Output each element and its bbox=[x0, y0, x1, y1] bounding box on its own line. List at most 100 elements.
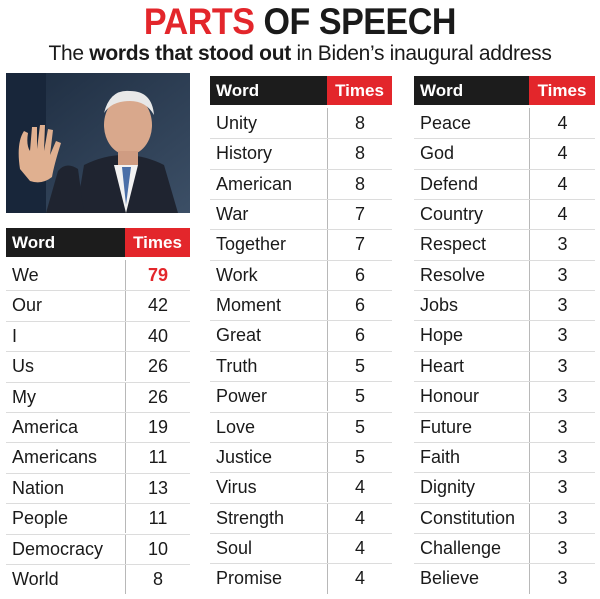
row-divider bbox=[210, 290, 392, 292]
table-row: Honour 3 bbox=[414, 381, 595, 412]
row-divider bbox=[210, 229, 392, 231]
times-cell: 5 bbox=[327, 381, 392, 412]
word-cell: Our bbox=[12, 295, 43, 316]
table-row: Together 7 bbox=[210, 229, 392, 260]
word-cell: America bbox=[12, 417, 79, 437]
word-cell: Democracy bbox=[12, 538, 104, 559]
table-row: America 19 bbox=[6, 412, 190, 443]
row-divider bbox=[414, 532, 595, 534]
times-cell: 7 bbox=[327, 199, 392, 230]
word-cell: Challenge bbox=[420, 537, 502, 558]
word-cell: Heart bbox=[420, 355, 465, 376]
table-row: Promise 4 bbox=[210, 563, 392, 594]
word-cell: Unity bbox=[216, 113, 258, 133]
times-cell: 6 bbox=[327, 320, 392, 351]
word-cell: Virus bbox=[216, 477, 257, 498]
times-cell: 3 bbox=[529, 502, 595, 533]
times-cell: 42 bbox=[125, 290, 190, 321]
speaker-photo bbox=[6, 73, 190, 213]
word-cell: I bbox=[12, 325, 18, 346]
word-cell: War bbox=[216, 204, 249, 225]
row-divider bbox=[6, 351, 190, 353]
times-cell: 4 bbox=[327, 563, 392, 594]
word-cell: World bbox=[12, 569, 59, 589]
word-cell: Soul bbox=[216, 537, 253, 558]
row-divider bbox=[210, 168, 392, 170]
row-divider bbox=[6, 381, 190, 383]
table-row: Strength 4 bbox=[210, 502, 392, 533]
row-divider bbox=[210, 441, 392, 443]
table-row: Americans 11 bbox=[6, 442, 190, 473]
times-cell: 11 bbox=[125, 442, 190, 473]
times-cell: 4 bbox=[529, 199, 595, 230]
table-row: Work 6 bbox=[210, 259, 392, 291]
times-cell: 4 bbox=[529, 108, 595, 139]
word-cell: Dignity bbox=[420, 477, 476, 498]
times-cell: 6 bbox=[327, 290, 392, 321]
row-divider bbox=[6, 503, 190, 505]
word-cell: Great bbox=[216, 325, 262, 346]
table-row: Us 26 bbox=[6, 351, 190, 382]
row-divider bbox=[414, 259, 595, 261]
row-divider bbox=[6, 564, 190, 565]
times-cell: 6 bbox=[327, 259, 392, 291]
word-cell: Respect bbox=[420, 234, 487, 255]
times-cell: 7 bbox=[327, 229, 392, 260]
row-divider bbox=[414, 199, 595, 201]
row-divider bbox=[210, 502, 392, 504]
times-cell: 4 bbox=[529, 168, 595, 199]
page-subtitle: The words that stood out in Biden’s inau… bbox=[0, 40, 600, 68]
row-divider bbox=[210, 381, 392, 383]
table-row: Respect 3 bbox=[414, 229, 595, 260]
table-row: Great 6 bbox=[210, 320, 392, 351]
table-row: Soul 4 bbox=[210, 532, 392, 564]
word-cell: My bbox=[12, 386, 36, 407]
row-divider bbox=[210, 472, 392, 474]
table-row: War 7 bbox=[210, 199, 392, 230]
word-cell: People bbox=[12, 508, 69, 529]
times-cell: 8 bbox=[327, 168, 392, 199]
times-cell: 3 bbox=[529, 229, 595, 260]
row-divider bbox=[414, 381, 595, 383]
word-cell: American bbox=[216, 173, 293, 194]
table-row: American 8 bbox=[210, 168, 392, 199]
table-header: Word Times bbox=[210, 76, 392, 105]
word-cell: Believe bbox=[420, 568, 480, 589]
word-cell: Us bbox=[12, 356, 34, 377]
table-row: Heart 3 bbox=[414, 350, 595, 382]
times-cell: 5 bbox=[327, 350, 392, 382]
table-row: Future 3 bbox=[414, 411, 595, 442]
word-cell: We bbox=[12, 265, 39, 285]
table-row: World 8 bbox=[6, 564, 190, 595]
row-divider bbox=[414, 320, 595, 322]
table-row: Jobs 3 bbox=[414, 290, 595, 321]
table-row: Democracy 10 bbox=[6, 533, 190, 564]
table-row: People 11 bbox=[6, 503, 190, 534]
speaker-photo-illustration bbox=[6, 73, 190, 213]
page-title: PARTS OF SPEECH bbox=[24, 0, 576, 44]
table-row: Peace 4 bbox=[414, 108, 595, 139]
row-divider bbox=[414, 168, 595, 170]
column-header-times: Times bbox=[125, 228, 190, 257]
row-divider bbox=[414, 502, 595, 504]
column-header-times: Times bbox=[529, 76, 595, 105]
word-cell: Constitution bbox=[420, 507, 516, 528]
times-cell: 3 bbox=[529, 381, 595, 412]
table-row: Truth 5 bbox=[210, 350, 392, 382]
times-cell: 3 bbox=[529, 350, 595, 382]
table-row: Love 5 bbox=[210, 411, 392, 442]
subtitle-bold: words that stood out bbox=[89, 42, 291, 65]
word-cell: Strength bbox=[216, 507, 285, 528]
subtitle-post: in Biden’s inaugural address bbox=[290, 42, 552, 65]
word-cell: Promise bbox=[216, 568, 283, 589]
table-row: Believe 3 bbox=[414, 563, 595, 594]
table-row: Power 5 bbox=[210, 381, 392, 412]
table-row: Constitution 3 bbox=[414, 502, 595, 533]
title-part-dark: OF SPEECH bbox=[263, 1, 457, 42]
times-cell: 4 bbox=[327, 532, 392, 564]
row-divider bbox=[6, 533, 190, 535]
times-cell: 26 bbox=[125, 351, 190, 382]
word-cell: Moment bbox=[216, 295, 282, 316]
row-divider bbox=[414, 138, 595, 140]
word-cell: God bbox=[420, 143, 455, 164]
